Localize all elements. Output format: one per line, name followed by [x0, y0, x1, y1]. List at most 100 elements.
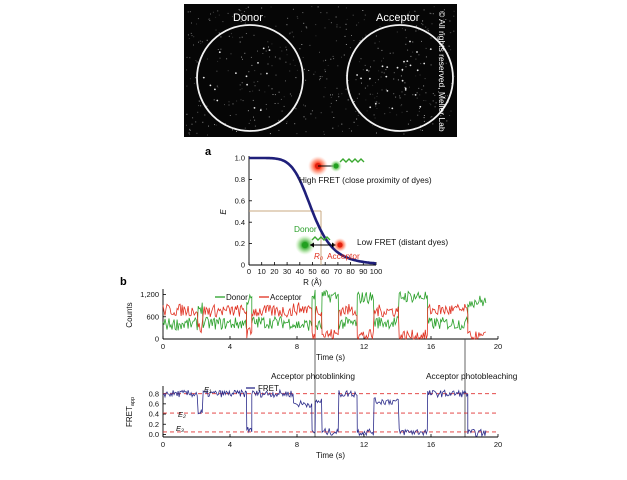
noise-speck	[208, 125, 209, 127]
noise-speck	[217, 10, 219, 12]
noise-speck	[368, 71, 370, 73]
noise-speck	[374, 42, 376, 44]
noise-speck	[332, 94, 333, 96]
noise-speck	[339, 26, 341, 28]
noise-speck	[363, 19, 365, 21]
noise-speck	[377, 92, 378, 94]
noise-speck	[333, 117, 335, 118]
noise-speck	[251, 64, 253, 66]
y-tick-label: 0.6	[149, 399, 159, 408]
noise-speck	[253, 81, 255, 83]
noise-speck	[227, 12, 229, 14]
noise-speck	[267, 41, 269, 43]
noise-speck	[319, 79, 321, 81]
noise-speck	[249, 91, 251, 93]
noise-speck	[375, 82, 376, 84]
noise-speck	[418, 110, 420, 112]
noise-speck	[201, 41, 203, 43]
noise-speck	[315, 117, 317, 119]
noise-speck	[330, 94, 331, 96]
noise-speck	[232, 129, 233, 131]
noise-speck	[265, 50, 267, 52]
noise-speck	[226, 58, 228, 60]
noise-speck	[324, 69, 326, 71]
noise-speck	[381, 89, 383, 91]
molecule-spot	[401, 79, 404, 82]
x-tick-label: 100	[370, 267, 383, 276]
noise-speck	[218, 32, 220, 34]
noise-speck	[337, 65, 339, 67]
noise-speck	[348, 128, 350, 129]
noise-speck	[254, 85, 256, 87]
noise-speck	[319, 51, 320, 53]
noise-speck	[193, 36, 195, 38]
noise-speck	[228, 35, 230, 37]
noise-speck	[286, 121, 288, 123]
noise-speck	[227, 70, 229, 72]
noise-speck	[372, 84, 374, 86]
noise-speck	[376, 101, 378, 103]
noise-speck	[425, 100, 427, 102]
noise-speck	[404, 29, 406, 31]
noise-speck	[200, 43, 202, 44]
noise-speck	[289, 33, 290, 35]
molecule-spot	[214, 88, 216, 91]
noise-speck	[406, 110, 408, 112]
noise-speck	[379, 25, 381, 27]
noise-speck	[395, 96, 397, 98]
noise-speck	[323, 133, 325, 135]
noise-speck	[232, 36, 234, 38]
molecule-spot	[262, 47, 265, 50]
noise-speck	[279, 58, 281, 60]
noise-speck	[360, 58, 362, 60]
noise-speck	[364, 14, 366, 16]
noise-speck	[303, 104, 304, 106]
noise-speck	[231, 16, 233, 18]
noise-speck	[444, 33, 445, 34]
noise-speck	[370, 66, 371, 68]
noise-speck	[442, 104, 444, 106]
noise-speck	[215, 124, 217, 126]
acceptor-dye-low	[337, 242, 343, 248]
noise-speck	[444, 97, 446, 99]
noise-speck	[303, 68, 305, 70]
x-tick-label: 12	[360, 342, 368, 351]
noise-speck	[378, 70, 380, 72]
noise-speck	[393, 78, 395, 80]
noise-speck	[329, 106, 331, 108]
noise-speck	[241, 13, 243, 15]
x-tick-label: 60	[321, 267, 329, 276]
molecule-spot	[366, 69, 368, 72]
efficiency-axes: 0 10 20 30 40 50 60 70 80 90 100 0 0.2 0.4 0.6 0.8 1.0 E R…	[219, 154, 382, 287]
noise-speck	[336, 26, 338, 28]
noise-speck	[285, 80, 286, 82]
noise-speck	[188, 132, 190, 134]
noise-speck	[376, 96, 378, 97]
y-tick-label: 0.8	[235, 175, 245, 184]
noise-speck	[220, 36, 222, 38]
noise-speck	[423, 9, 425, 11]
noise-speck	[217, 86, 219, 88]
noise-speck	[186, 56, 188, 58]
molecule-spot	[419, 105, 422, 108]
noise-speck	[325, 59, 327, 61]
noise-speck	[218, 33, 220, 35]
noise-speck	[196, 132, 198, 134]
noise-speck	[268, 46, 269, 48]
noise-speck	[289, 93, 291, 95]
noise-speck	[275, 74, 277, 76]
noise-speck	[447, 95, 448, 97]
noise-speck	[271, 88, 273, 90]
noise-speck	[260, 73, 262, 75]
noise-speck	[396, 14, 398, 16]
noise-speck	[281, 110, 283, 112]
noise-speck	[341, 123, 343, 125]
noise-speck	[289, 63, 291, 65]
noise-speck	[239, 37, 241, 39]
noise-speck	[291, 95, 292, 97]
noise-speck	[295, 77, 297, 79]
noise-speck	[324, 71, 326, 73]
noise-speck	[438, 13, 440, 15]
noise-speck	[241, 56, 242, 58]
